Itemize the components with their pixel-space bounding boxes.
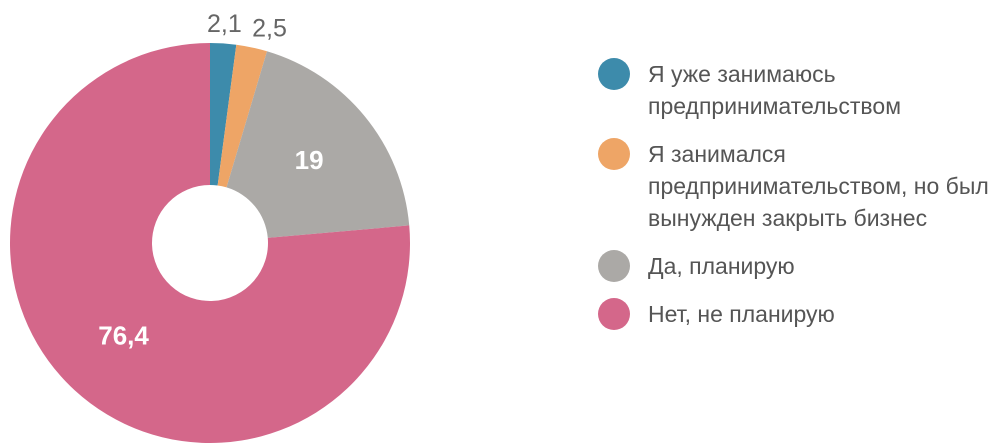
slice xyxy=(226,51,410,238)
data-label: 2,5 xyxy=(252,14,287,42)
legend: Я уже занимаюсь предпринимательством Я за… xyxy=(598,58,998,346)
legend-item: Нет, не планирую xyxy=(598,298,998,330)
legend-item: Да, планирую xyxy=(598,250,998,282)
legend-swatch xyxy=(598,298,630,330)
legend-label: Да, планирую xyxy=(648,253,795,279)
slice xyxy=(217,44,268,188)
legend-label: Я уже занимаюсь предпринимательством xyxy=(648,61,901,119)
data-label: 2,1 xyxy=(207,10,242,38)
legend-swatch xyxy=(598,138,630,170)
data-label: 76,4 xyxy=(98,320,149,350)
data-label: 19 xyxy=(295,145,324,175)
legend-label: Нет, не планирую xyxy=(648,301,835,327)
pie-area: 2,1 2,5 19 76,4 xyxy=(10,10,410,443)
slice xyxy=(210,43,237,186)
slice xyxy=(10,43,410,443)
legend-swatch xyxy=(598,250,630,282)
legend-label: Я занимался предпринимательством, но был… xyxy=(648,141,989,231)
legend-item: Я уже занимаюсь предпринимательством xyxy=(598,58,998,122)
legend-swatch xyxy=(598,58,630,90)
legend-item: Я занимался предпринимательством, но был… xyxy=(598,138,998,234)
